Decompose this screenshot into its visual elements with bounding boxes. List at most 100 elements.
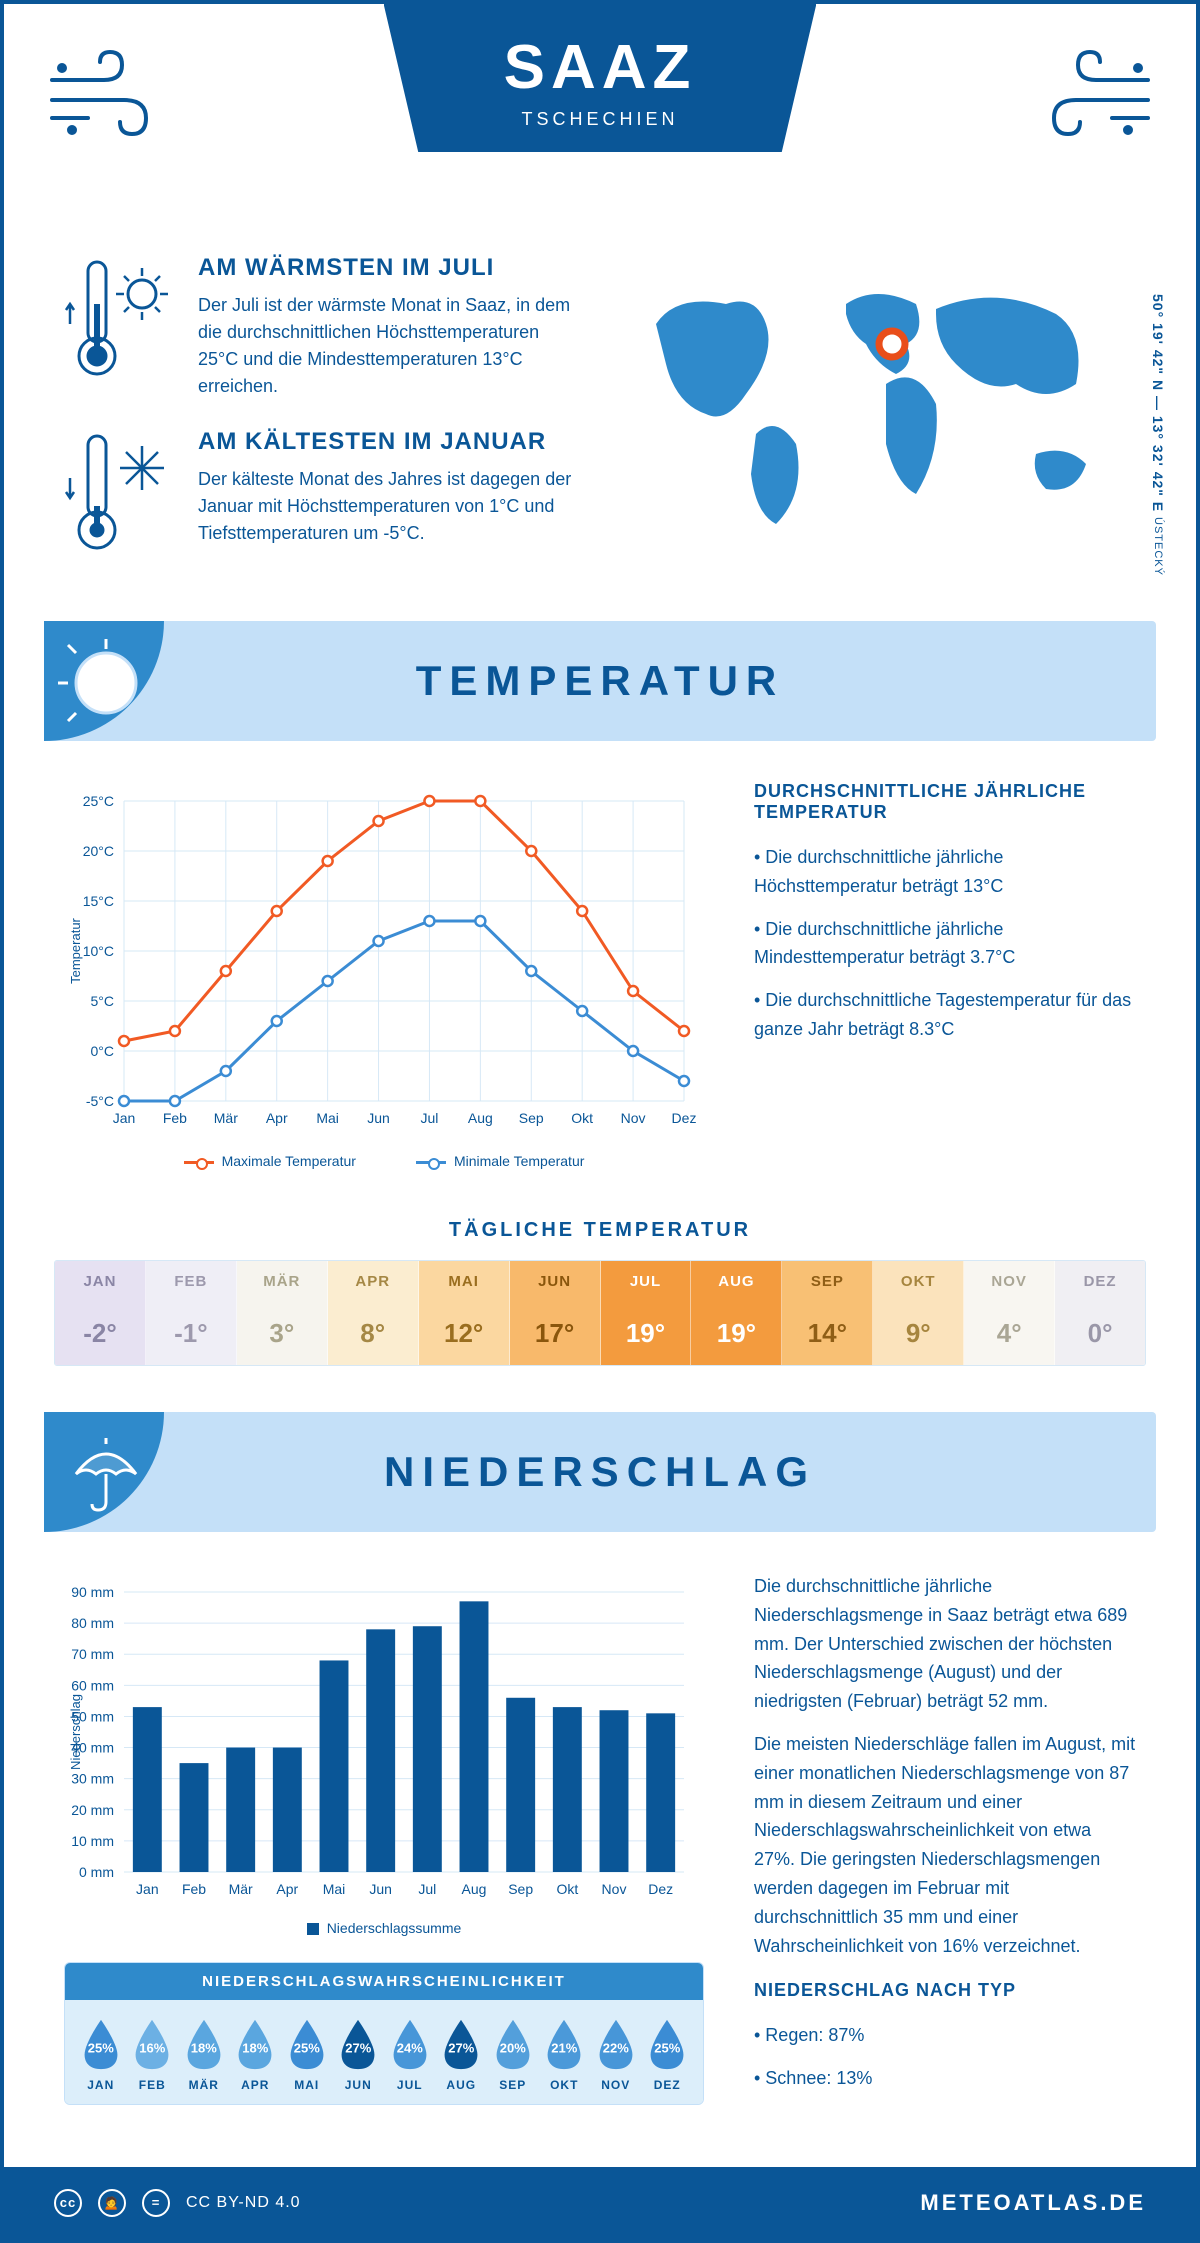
prob-cell: 25% MAI <box>281 2016 333 2092</box>
svg-text:Feb: Feb <box>182 1881 206 1897</box>
coldest-block: AM KÄLTESTEN IM JANUAR Der kälteste Mona… <box>64 428 576 563</box>
svg-text:Mai: Mai <box>316 1110 339 1126</box>
precip-chart: 0 mm10 mm20 mm30 mm40 mm50 mm60 mm70 mm8… <box>64 1572 704 2107</box>
svg-text:Jun: Jun <box>369 1881 392 1897</box>
prob-cell: 18% APR <box>230 2016 282 2092</box>
svg-text:Okt: Okt <box>571 1110 593 1126</box>
svg-text:Aug: Aug <box>462 1881 487 1897</box>
wind-icon <box>1026 40 1156 155</box>
svg-text:Apr: Apr <box>266 1110 288 1126</box>
temp-cell: MAI12° <box>419 1261 510 1365</box>
sun-icon <box>44 621 164 741</box>
prob-cell: 21% OKT <box>539 2016 591 2092</box>
svg-text:Mär: Mär <box>229 1881 253 1897</box>
temp-cell: AUG19° <box>691 1261 782 1365</box>
chart-legend: Niederschlagssumme <box>64 1920 704 1936</box>
nd-icon: = <box>142 2189 170 2217</box>
prob-cell: 25% JAN <box>75 2016 127 2092</box>
hero-banner: SAAZ TSCHECHIEN <box>384 4 817 152</box>
section-precip-header: NIEDERSCHLAG <box>44 1412 1156 1532</box>
precip-probability: NIEDERSCHLAGSWAHRSCHEINLICHKEIT 25% JAN … <box>64 1962 704 2105</box>
svg-text:80 mm: 80 mm <box>71 1615 114 1631</box>
svg-text:Sep: Sep <box>519 1110 544 1126</box>
warmest-text: Der Juli ist der wärmste Monat in Saaz, … <box>198 292 576 400</box>
city-title: SAAZ <box>504 32 697 103</box>
cc-icon: cc <box>54 2189 82 2217</box>
precip-summary: Die durchschnittliche jährliche Niedersc… <box>754 1572 1136 2107</box>
prob-cell: 25% DEZ <box>642 2016 694 2092</box>
brand: METEOATLAS.DE <box>920 2190 1146 2216</box>
section-title: TEMPERATUR <box>416 657 785 705</box>
temp-cell: DEZ0° <box>1055 1261 1145 1365</box>
warmest-title: AM WÄRMSTEN IM JULI <box>198 254 576 282</box>
svg-text:Nov: Nov <box>602 1881 627 1897</box>
wind-icon <box>44 40 174 155</box>
svg-text:5°C: 5°C <box>91 993 115 1009</box>
svg-text:Okt: Okt <box>556 1881 578 1897</box>
svg-text:30 mm: 30 mm <box>71 1771 114 1787</box>
section-title: NIEDERSCHLAG <box>384 1448 816 1496</box>
svg-text:0 mm: 0 mm <box>79 1864 114 1880</box>
svg-text:Nov: Nov <box>621 1110 646 1126</box>
prob-cell: 27% AUG <box>436 2016 488 2092</box>
svg-text:Jan: Jan <box>136 1881 159 1897</box>
svg-text:90 mm: 90 mm <box>71 1584 114 1600</box>
coldest-title: AM KÄLTESTEN IM JANUAR <box>198 428 576 456</box>
temp-cell: JUN17° <box>510 1261 601 1365</box>
temp-cell: NOV4° <box>964 1261 1055 1365</box>
license-text: CC BY-ND 4.0 <box>186 2194 301 2212</box>
svg-text:Mai: Mai <box>323 1881 346 1897</box>
svg-text:20 mm: 20 mm <box>71 1802 114 1818</box>
country-subtitle: TSCHECHIEN <box>504 109 697 130</box>
temp-cell: JUL19° <box>601 1261 692 1365</box>
prob-cell: 18% MÄR <box>178 2016 230 2092</box>
svg-text:Dez: Dez <box>648 1881 673 1897</box>
temp-cell: APR8° <box>328 1261 419 1365</box>
svg-text:Mär: Mär <box>214 1110 238 1126</box>
svg-text:Dez: Dez <box>672 1110 697 1126</box>
section-temperature-header: TEMPERATUR <box>44 621 1156 741</box>
svg-text:10 mm: 10 mm <box>71 1833 114 1849</box>
temp-cell: OKT9° <box>873 1261 964 1365</box>
hero: SAAZ TSCHECHIEN <box>4 4 1196 244</box>
svg-text:Niederschlag: Niederschlag <box>68 1694 83 1770</box>
svg-text:25°C: 25°C <box>83 793 114 809</box>
svg-text:Jan: Jan <box>113 1110 136 1126</box>
svg-text:Temperatur: Temperatur <box>68 917 83 983</box>
warmest-block: AM WÄRMSTEN IM JULI Der Juli ist der wär… <box>64 254 576 400</box>
prob-cell: 27% JUN <box>333 2016 385 2092</box>
prob-cell: 22% NOV <box>590 2016 642 2092</box>
temperature-chart: -5°C 0°C 5°C 10°C 15°C 20°C 25°C Jan Feb Mär Apr Ma… <box>64 781 704 1169</box>
thermometer-cold-icon <box>64 428 174 563</box>
svg-text:Sep: Sep <box>508 1881 533 1897</box>
svg-text:Jul: Jul <box>418 1881 436 1897</box>
daily-temp-table: JAN-2° FEB-1° MÄR3° APR8° MAI12° JUN17° … <box>54 1260 1146 1366</box>
svg-text:Jul: Jul <box>421 1110 439 1126</box>
svg-text:-5°C: -5°C <box>86 1093 114 1109</box>
coordinates: 50° 19' 42" N — 13° 32' 42" E ÚSTECKÝ <box>1150 294 1166 576</box>
prob-cell: 24% JUL <box>384 2016 436 2092</box>
svg-text:Aug: Aug <box>468 1110 493 1126</box>
prob-cell: 16% FEB <box>127 2016 179 2092</box>
svg-text:60 mm: 60 mm <box>71 1677 114 1693</box>
svg-text:Apr: Apr <box>276 1881 298 1897</box>
temp-cell: MÄR3° <box>237 1261 328 1365</box>
temp-cell: SEP14° <box>782 1261 873 1365</box>
temp-cell: FEB-1° <box>146 1261 237 1365</box>
chart-legend: Maximale Temperatur Minimale Temperatur <box>64 1153 704 1169</box>
svg-text:15°C: 15°C <box>83 893 114 909</box>
footer: cc 🙍 = CC BY-ND 4.0 METEOATLAS.DE <box>4 2167 1196 2239</box>
world-map: 50° 19' 42" N — 13° 32' 42" E ÚSTECKÝ <box>616 254 1136 591</box>
by-icon: 🙍 <box>98 2189 126 2217</box>
prob-cell: 20% SEP <box>487 2016 539 2092</box>
svg-text:0°C: 0°C <box>91 1043 115 1059</box>
umbrella-icon <box>44 1412 164 1532</box>
thermometer-hot-icon <box>64 254 174 400</box>
svg-text:Feb: Feb <box>163 1110 187 1126</box>
svg-text:10°C: 10°C <box>83 943 114 959</box>
coldest-text: Der kälteste Monat des Jahres ist dagege… <box>198 466 576 547</box>
svg-text:Jun: Jun <box>367 1110 390 1126</box>
temperature-summary: DURCHSCHNITTLICHE JÄHRLICHE TEMPERATUR •… <box>754 781 1136 1169</box>
daily-temp-title: TÄGLICHE TEMPERATUR <box>4 1219 1196 1242</box>
svg-text:20°C: 20°C <box>83 843 114 859</box>
